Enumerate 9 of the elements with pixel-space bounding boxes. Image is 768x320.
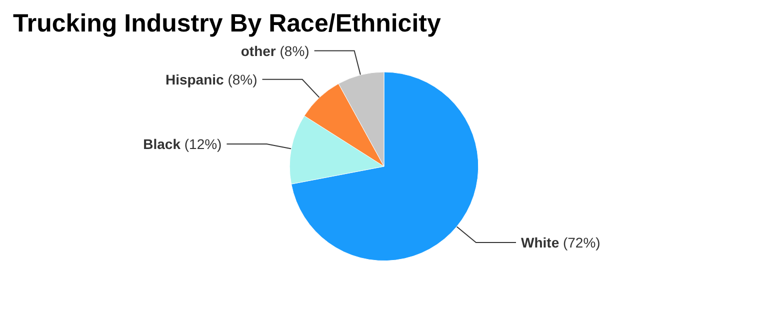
slice-label: other: [240, 42, 276, 59]
slice-label: White: [521, 234, 560, 251]
slice-label: Hispanic: [165, 71, 224, 88]
chart-title: Trucking Industry By Race/Ethnicity: [13, 10, 441, 38]
data-label: (8%): [276, 42, 310, 59]
data-label: (8%): [224, 71, 258, 88]
data-label: (72%): [559, 234, 600, 251]
slice-label: Black: [143, 136, 181, 152]
data-label: (12%): [180, 136, 222, 152]
